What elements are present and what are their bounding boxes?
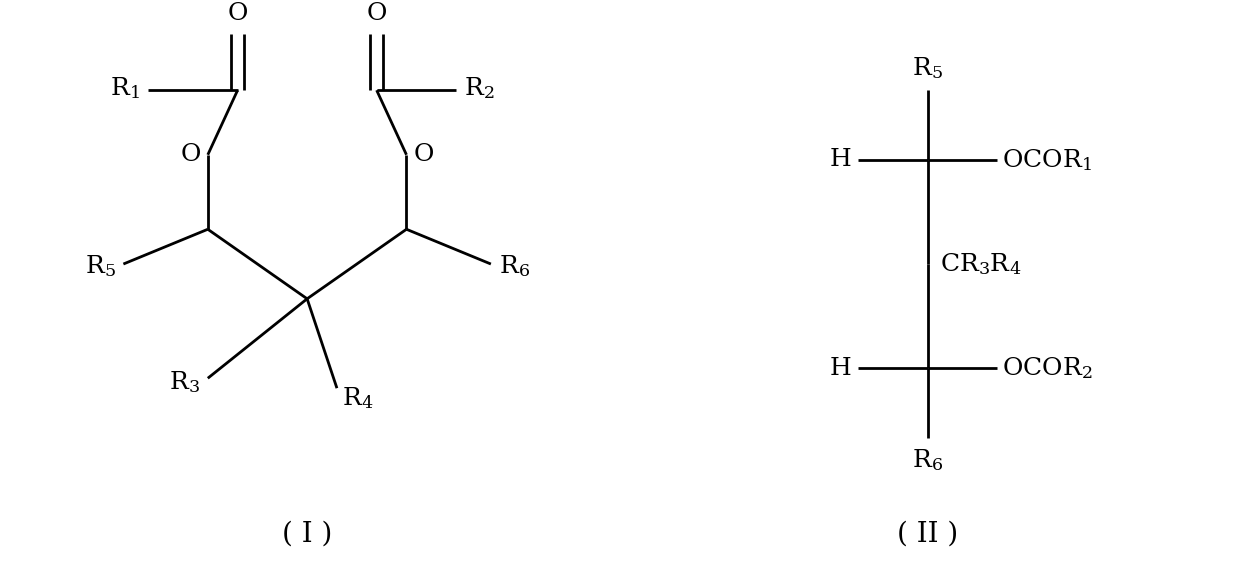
Text: $\mathregular{OCOR_2}$: $\mathregular{OCOR_2}$ (1002, 355, 1092, 381)
Text: O: O (413, 143, 434, 166)
Text: $\mathregular{R_6}$: $\mathregular{R_6}$ (498, 253, 529, 279)
Text: $\mathregular{R_4}$: $\mathregular{R_4}$ (342, 385, 373, 411)
Text: ( I ): ( I ) (281, 520, 332, 548)
Text: $\mathregular{R_6}$: $\mathregular{R_6}$ (913, 447, 944, 473)
Text: $\mathregular{R_2}$: $\mathregular{R_2}$ (464, 75, 495, 101)
Text: $\mathregular{R_5}$: $\mathregular{R_5}$ (84, 253, 115, 279)
Text: H: H (830, 357, 852, 380)
Text: O: O (367, 2, 387, 25)
Text: $\mathregular{CR_3R_4}$: $\mathregular{CR_3R_4}$ (940, 251, 1022, 277)
Text: O: O (181, 143, 201, 166)
Text: H: H (830, 148, 852, 171)
Text: $\mathregular{R_3}$: $\mathregular{R_3}$ (169, 369, 200, 395)
Text: $\mathregular{OCOR_1}$: $\mathregular{OCOR_1}$ (1002, 147, 1092, 173)
Text: $\mathregular{R_1}$: $\mathregular{R_1}$ (110, 75, 140, 101)
Text: ( II ): ( II ) (898, 520, 959, 548)
Text: $\mathregular{R_5}$: $\mathregular{R_5}$ (913, 56, 944, 81)
Text: O: O (227, 2, 248, 25)
